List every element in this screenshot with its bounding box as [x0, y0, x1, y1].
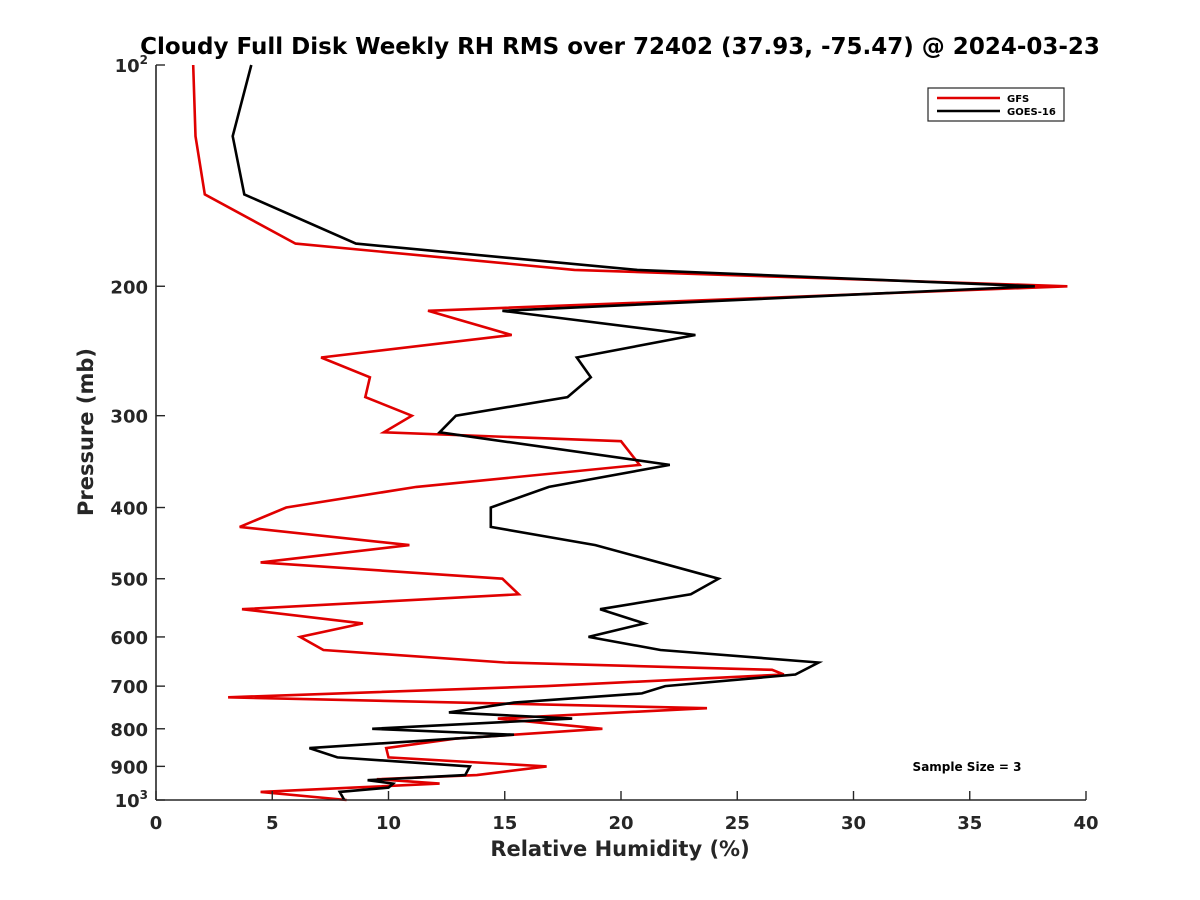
y-tick-label: 700 — [110, 677, 148, 698]
y-tick-label: 200 — [110, 277, 148, 298]
x-tick-label: 15 — [492, 813, 517, 834]
y-tick-label: 300 — [110, 407, 148, 428]
x-tick-label: 35 — [957, 813, 982, 834]
y-axis-label: Pressure (mb) — [74, 348, 98, 516]
y-tick-label: 500 — [110, 570, 148, 591]
y-tick-label: 102 — [115, 53, 148, 77]
x-tick-label: 20 — [608, 813, 633, 834]
x-tick-label: 25 — [725, 813, 750, 834]
series-line-gfs — [191, 64, 1068, 802]
x-tick-label: 30 — [841, 813, 866, 834]
y-tick-label: 400 — [110, 499, 148, 520]
y-tick-label: 103 — [115, 788, 148, 812]
x-tick-label: 10 — [376, 813, 401, 834]
x-tick-label: 0 — [150, 813, 163, 834]
x-axis-label: Relative Humidity (%) — [490, 837, 749, 861]
legend-box — [927, 87, 1065, 122]
plot-area — [155, 64, 1086, 802]
x-tick-label: 5 — [266, 813, 279, 834]
x-tick-label: 40 — [1073, 813, 1098, 834]
y-tick-label: 900 — [110, 757, 148, 778]
axis-ticks: 0 5 10 15 20 25 30 35 40 102 200 300 400 500 600 700 800… — [110, 53, 1098, 834]
legend-label-gfs: GFS — [1007, 94, 1029, 105]
y-tick-label: 600 — [110, 628, 148, 649]
legend-label-goes-16: GOES-16 — [1007, 107, 1056, 118]
series-line-goes-16 — [231, 64, 1035, 801]
legend: GFS GOES-16 — [927, 87, 1065, 122]
sample-size-annotation: Sample Size = 3 — [913, 760, 1022, 774]
chart-title: Cloudy Full Disk Weekly RH RMS over 7240… — [140, 34, 1100, 60]
y-tick-label: 800 — [110, 720, 148, 741]
